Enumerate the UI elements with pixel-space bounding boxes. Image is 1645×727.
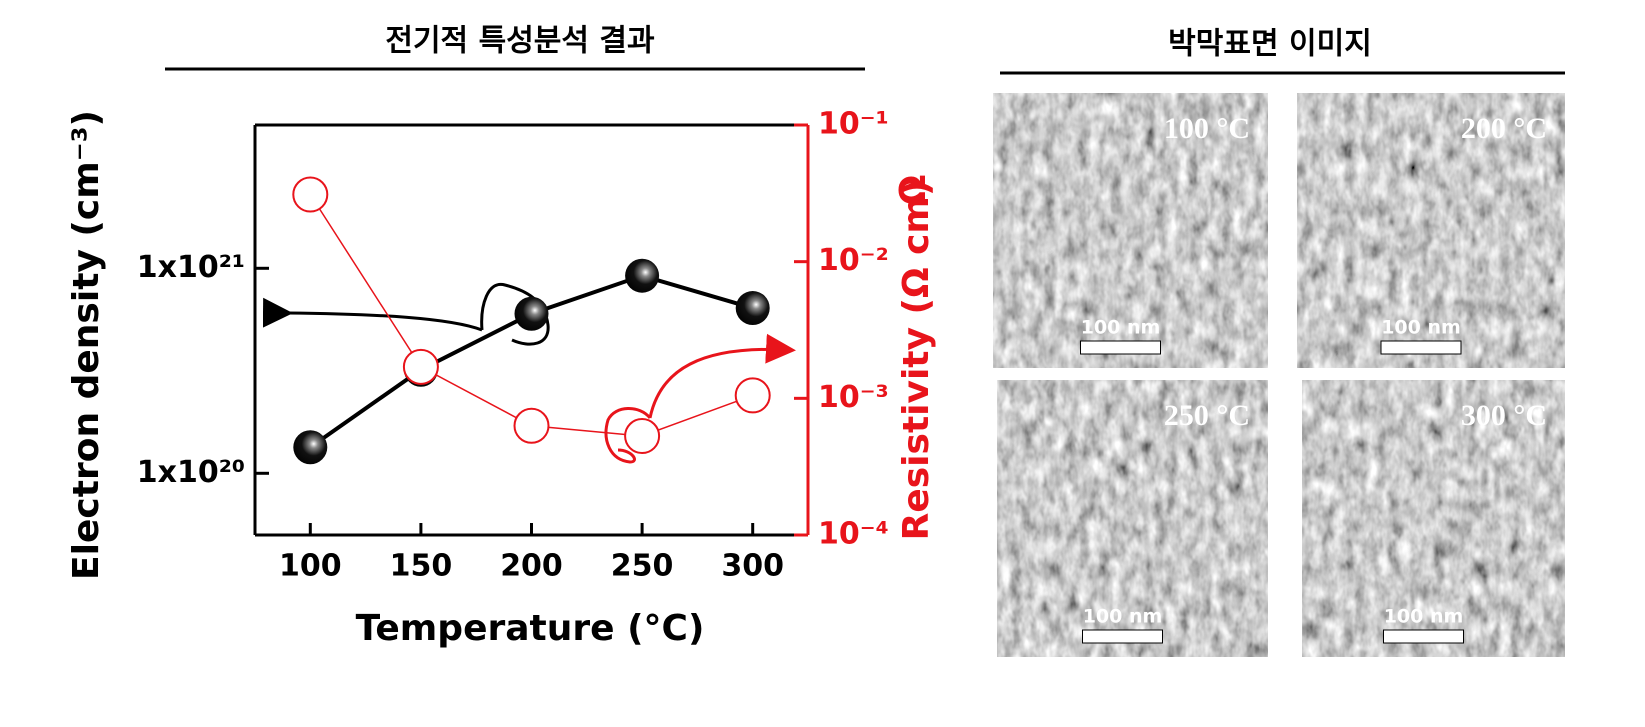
data-point bbox=[625, 258, 660, 293]
y2-tick-label: 10⁻² bbox=[818, 243, 889, 278]
data-point bbox=[624, 418, 661, 455]
sem-scale-label: 100 nm bbox=[1384, 606, 1464, 628]
x-tick-label: 200 bbox=[500, 549, 563, 584]
y2-tick-label: 10⁻³ bbox=[818, 380, 889, 415]
chart-title: 전기적 특성분석 결과 bbox=[385, 24, 655, 59]
data-point bbox=[292, 176, 329, 213]
scale-bar bbox=[1380, 340, 1462, 355]
y2-tick-label: 10⁻⁴ bbox=[818, 517, 889, 552]
sem-panels: 100 °C 100 nm 200 °C 100 nm 250 °C 100 nm 300 … bbox=[993, 93, 1565, 657]
x-tick-label: 300 bbox=[721, 549, 784, 584]
axis-arrow bbox=[262, 297, 483, 332]
y-tick-label: 1x10²¹ bbox=[137, 250, 245, 285]
sem-scale-label: 100 nm bbox=[1381, 317, 1461, 339]
sem-image bbox=[1302, 380, 1565, 657]
data-point bbox=[735, 291, 770, 326]
data-point bbox=[734, 377, 771, 414]
data-point bbox=[293, 430, 328, 465]
axis-arrow bbox=[648, 333, 796, 419]
data-point bbox=[402, 348, 439, 385]
data-point bbox=[513, 407, 550, 444]
scale-bar bbox=[1082, 629, 1163, 644]
sem-label: 100 °C bbox=[1164, 112, 1250, 145]
scale-bar bbox=[1383, 629, 1464, 644]
y2-tick-label: 10⁻¹ bbox=[818, 107, 889, 142]
scale-bar bbox=[1080, 340, 1161, 355]
marker-callout bbox=[480, 282, 550, 346]
sem-image bbox=[1297, 93, 1565, 368]
y-tick-label: 1x10²⁰ bbox=[137, 455, 245, 490]
y2-axis-label: Resistivity (Ω cm) bbox=[896, 180, 937, 541]
sem-label: 250 °C bbox=[1164, 399, 1250, 432]
sem-scale-label: 100 nm bbox=[1083, 606, 1163, 628]
y-axis-label: Electron density (cm⁻³) bbox=[66, 110, 107, 580]
x-tick-label: 150 bbox=[390, 549, 453, 584]
sem-title: 박막표면 이미지 bbox=[1168, 27, 1372, 62]
sem-image bbox=[993, 93, 1268, 368]
sem-scale-label: 100 nm bbox=[1081, 317, 1161, 339]
x-axis-label: Temperature (°C) bbox=[356, 608, 705, 649]
sem-label: 200 °C bbox=[1461, 112, 1547, 145]
sem-label: 300 °C bbox=[1461, 399, 1547, 432]
data-point bbox=[514, 296, 549, 331]
x-tick-label: 100 bbox=[279, 549, 342, 584]
x-tick-label: 250 bbox=[611, 549, 674, 584]
annotation: Ω bbox=[893, 175, 934, 206]
marker-callout bbox=[604, 407, 652, 464]
sem-image bbox=[997, 380, 1268, 657]
